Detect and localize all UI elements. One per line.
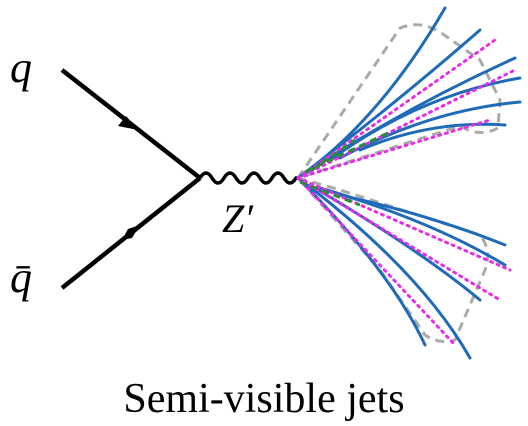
quark-label: q [10, 43, 32, 92]
caption: Semi-visible jets [123, 376, 404, 422]
upper-jet [298, 8, 520, 178]
mediator-propagator [200, 173, 298, 183]
antiquark-label: q̄ [10, 253, 32, 302]
feynman-diagram: q q̄ Z′ Semi-visible jets [0, 0, 528, 426]
quark-lines [62, 70, 200, 288]
lower-jet [298, 178, 510, 358]
mediator-label: Z′ [222, 196, 254, 241]
